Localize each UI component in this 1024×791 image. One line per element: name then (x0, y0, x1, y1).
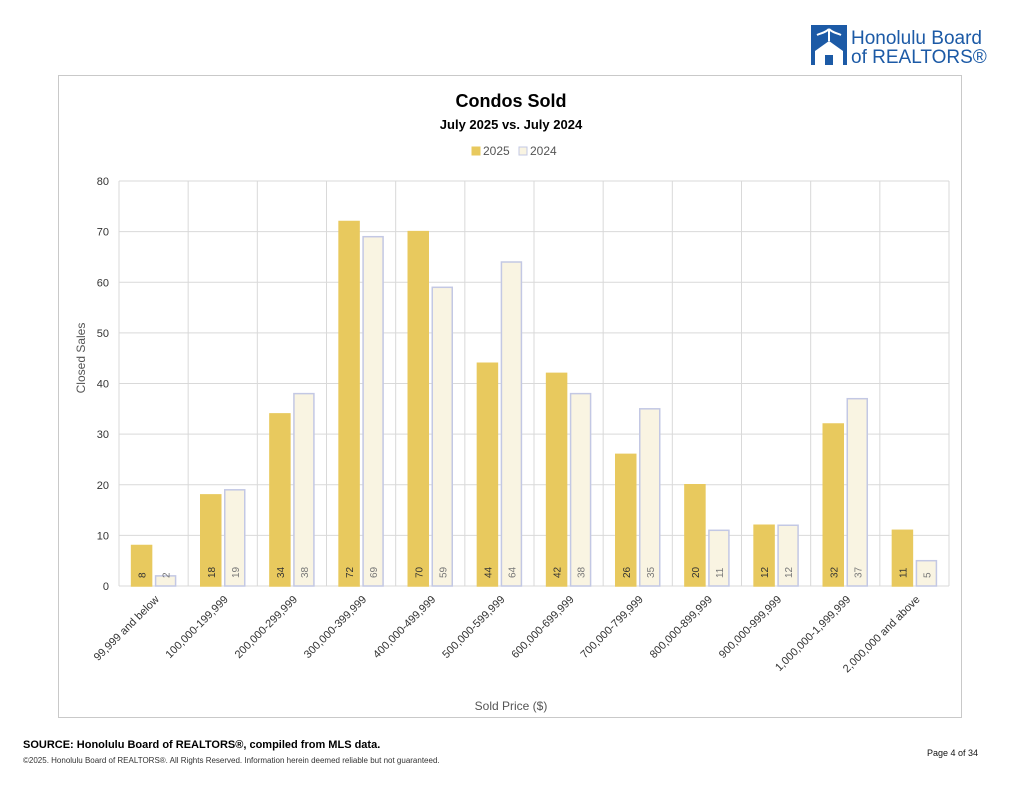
data-label: 42 (553, 566, 564, 578)
bar-chart: Condos Sold July 2025 vs. July 2024 2025… (74, 91, 950, 713)
source-note: SOURCE: Honolulu Board of REALTORS®, com… (23, 739, 381, 751)
legend-label-2024: 2024 (530, 144, 557, 158)
bar-2025-8 (684, 484, 706, 587)
y-tick-label: 10 (97, 530, 109, 542)
x-tick-label: 900,000-999,999 (717, 594, 784, 661)
x-tick-label: 400,000-499,999 (371, 594, 438, 661)
bars: 8 2 18 19 34 38 72 69 70 59 44 64 42 38 26 35 20 11 12 12 32… (130, 220, 938, 587)
bar-2025-11 (891, 529, 914, 587)
y-tick-label: 30 (97, 429, 109, 441)
x-tick-label: 200,000-299,999 (233, 594, 300, 661)
chart-title: Condos Sold (456, 91, 567, 111)
bar-2025-9 (753, 524, 775, 587)
bar-2024-1 (224, 489, 246, 587)
honolulu-board-logo: Honolulu Board of REALTORS® (811, 25, 1001, 67)
data-label: 18 (207, 566, 218, 578)
bar-2025-5 (476, 362, 499, 587)
bar-2025-7 (615, 453, 637, 587)
chart-subtitle: July 2025 vs. July 2024 (440, 117, 583, 132)
bar-2025-10 (822, 423, 844, 587)
page-number: Page 4 of 34 (927, 748, 979, 758)
data-label: 2 (162, 572, 173, 578)
bar-2024-11 (915, 559, 938, 587)
data-label: 38 (577, 566, 588, 578)
data-label: 70 (414, 566, 425, 578)
bar-2024-10 (846, 397, 868, 587)
x-tick-label: 99,999 and below (92, 594, 162, 664)
y-axis-ticks: 0 10 20 30 40 50 60 70 80 (97, 176, 109, 593)
bar-2024-7 (639, 408, 661, 587)
data-label: 19 (231, 566, 242, 578)
bar-2025-2 (269, 413, 291, 587)
legend-label-2025: 2025 (483, 144, 510, 158)
y-tick-label: 60 (97, 277, 109, 289)
bar-2024-6 (569, 392, 592, 587)
gridlines (118, 180, 950, 587)
bar-2025-1 (200, 494, 222, 587)
data-label: 35 (646, 566, 657, 578)
data-label: 44 (483, 566, 494, 578)
data-label: 5 (922, 572, 933, 578)
x-tick-label: 700,000-799,999 (579, 594, 646, 661)
bar-2025-3 (338, 220, 360, 587)
y-tick-label: 50 (97, 328, 109, 340)
bar-2024-3 (362, 235, 384, 587)
y-tick-label: 20 (97, 480, 109, 492)
bar-2024-9 (777, 524, 799, 587)
bar-2025-0 (130, 544, 153, 587)
data-label: 38 (300, 566, 311, 578)
bar-2024-2 (293, 392, 315, 587)
logo-line-2: of REALTORS® (851, 47, 987, 68)
bar-2024-4 (431, 286, 453, 587)
data-label: 32 (829, 566, 840, 578)
legend-swatch-2025 (471, 146, 481, 156)
data-label: 12 (784, 566, 795, 578)
data-label: 69 (369, 566, 380, 578)
logo-mark-icon (811, 25, 847, 65)
y-tick-label: 40 (97, 379, 109, 391)
logo-line-1: Honolulu Board (851, 28, 982, 49)
legend-swatch-2024 (518, 146, 528, 156)
x-tick-label: 500,000-599,999 (440, 594, 507, 661)
x-axis-ticks: 99,999 and below 100,000-199,999 200,000-2… (92, 594, 923, 676)
data-label: 20 (691, 566, 702, 578)
data-label: 11 (898, 567, 909, 578)
data-label: 37 (853, 566, 864, 578)
bar-2024-0 (154, 575, 177, 587)
y-tick-label: 70 (97, 227, 109, 239)
bar-2024-8 (708, 529, 730, 587)
legend: 2025 2024 (471, 144, 557, 158)
y-axis-label: Closed Sales (74, 323, 88, 394)
y-tick-label: 0 (103, 581, 109, 593)
data-label: 72 (345, 566, 356, 578)
data-label: 12 (760, 566, 771, 578)
data-label: 26 (622, 566, 633, 578)
data-label: 8 (138, 572, 149, 578)
chart-frame: Condos Sold July 2025 vs. July 2024 2025… (58, 75, 962, 718)
x-axis-label: Sold Price ($) (475, 699, 548, 713)
data-label: 59 (438, 566, 449, 578)
bar-2024-5 (500, 261, 523, 587)
data-label: 34 (276, 566, 287, 578)
data-label: 64 (507, 566, 518, 578)
bar-2025-4 (407, 230, 429, 587)
x-tick-label: 2,000,000 and above (841, 594, 923, 676)
x-tick-label: 600,000-699,999 (509, 594, 576, 661)
x-tick-label: 1,000,000-1,999,999 (773, 594, 853, 674)
data-label: 11 (715, 567, 726, 578)
y-tick-label: 80 (97, 176, 109, 188)
logo-text: Honolulu Board of REALTORS® (851, 29, 987, 67)
bar-2025-6 (545, 372, 568, 587)
copyright-note: ©2025. Honolulu Board of REALTORS®. All … (23, 756, 440, 765)
x-tick-label: 100,000-199,999 (164, 594, 231, 661)
x-tick-label: 300,000-399,999 (302, 594, 369, 661)
x-tick-label: 800,000-899,999 (648, 594, 715, 661)
